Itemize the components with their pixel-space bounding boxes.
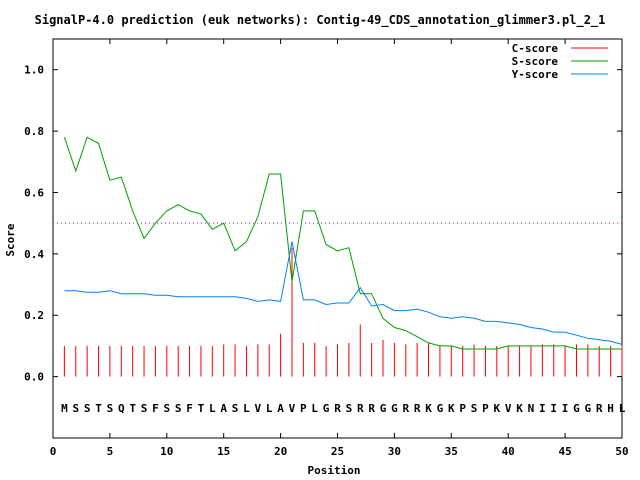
score-lines [63, 136, 623, 350]
x-tick-label: 25 [331, 445, 344, 458]
axis-ticks: 0 5 10 15 20 25 30 35 40 45 50 0.0 0.2 0.4 0.6 0.8 1.0 [24, 39, 629, 458]
sequence-residue: M [61, 402, 68, 415]
sequence-residue: R [368, 402, 375, 415]
sequence-residue: V [255, 402, 262, 415]
x-tick-label: 30 [388, 445, 401, 458]
x-tick-label: 0 [50, 445, 57, 458]
y-tick-label: 0.2 [24, 309, 44, 322]
sequence-residue: V [289, 402, 296, 415]
sequence-residue: S [471, 402, 478, 415]
sequence-residue: L [209, 402, 216, 415]
sequence-residue: P [482, 402, 489, 415]
sequence-residue: S [72, 402, 79, 415]
y-score-line [64, 241, 623, 345]
chart-title: SignalP-4.0 prediction (euk networks): C… [35, 13, 606, 28]
sequence-residue: L [619, 402, 626, 415]
sequence-residue: G [323, 402, 330, 415]
sequence-residue: G [437, 402, 444, 415]
x-tick-label: 50 [615, 445, 628, 458]
x-tick-label: 35 [445, 445, 458, 458]
sequence-residue: T [198, 402, 205, 415]
y-tick-label: 0.6 [24, 186, 44, 199]
sequence-residue: S [141, 402, 148, 415]
sequence-residue: R [596, 402, 603, 415]
legend-label: S-score [512, 55, 559, 68]
sequence-residue: K [494, 402, 501, 415]
sequence-residue: R [402, 402, 409, 415]
sequence-residue: S [232, 402, 239, 415]
sequence-residue: S [163, 402, 170, 415]
sequence-residue: T [129, 402, 136, 415]
sequence-residue: G [391, 402, 398, 415]
sequence-residue: F [152, 402, 159, 415]
x-tick-label: 45 [558, 445, 571, 458]
sequence-residue: L [266, 402, 273, 415]
sequence-residue: I [562, 402, 569, 415]
sequence-residue: R [414, 402, 421, 415]
c-score-impulses [63, 247, 623, 377]
legend-label: Y-score [512, 68, 559, 81]
sequence-residue: S [175, 402, 182, 415]
sequence-residue: L [243, 402, 250, 415]
x-tick-label: 5 [107, 445, 114, 458]
sequence-residue: I [539, 402, 546, 415]
x-axis-label: Position [308, 464, 361, 477]
sequence-residue: L [311, 402, 318, 415]
sequence-residue: R [334, 402, 341, 415]
sequence-residue: I [550, 402, 557, 415]
sequence-residue: H [607, 402, 614, 415]
sequence-residue: R [357, 402, 364, 415]
y-tick-label: 1.0 [24, 64, 44, 77]
x-tick-label: 20 [274, 445, 287, 458]
sequence-residue: S [346, 402, 353, 415]
sequence-residue: K [448, 402, 455, 415]
y-tick-label: 0.8 [24, 125, 44, 138]
x-tick-label: 15 [217, 445, 230, 458]
sequence-residue: G [573, 402, 580, 415]
sequence-residue: F [186, 402, 193, 415]
y-tick-label: 0.4 [24, 248, 44, 261]
sequence-residue: G [585, 402, 592, 415]
sequence-residue: S [84, 402, 91, 415]
x-tick-label: 40 [502, 445, 515, 458]
sequence-residue: T [95, 402, 102, 415]
sequence-residue: A [277, 402, 284, 415]
sequence-residue: K [425, 402, 432, 415]
plot-area [52, 38, 623, 439]
sequence-residue: A [220, 402, 227, 415]
sequence-residue: G [380, 402, 387, 415]
sequence-residue: Q [118, 402, 125, 415]
y-axis-label: Score [4, 223, 17, 256]
sequence-residue: S [107, 402, 114, 415]
s-score-line [63, 136, 622, 350]
sequence-residue: V [505, 402, 512, 415]
sequence-residue: N [528, 402, 535, 415]
x-tick-label: 10 [160, 445, 173, 458]
plot-frame [52, 38, 623, 439]
sequence-residue: K [516, 402, 523, 415]
sequence-residue: P [459, 402, 466, 415]
sequence-residue: P [300, 402, 307, 415]
y-tick-label: 0.0 [24, 371, 44, 384]
legend-label: C-score [512, 42, 559, 55]
